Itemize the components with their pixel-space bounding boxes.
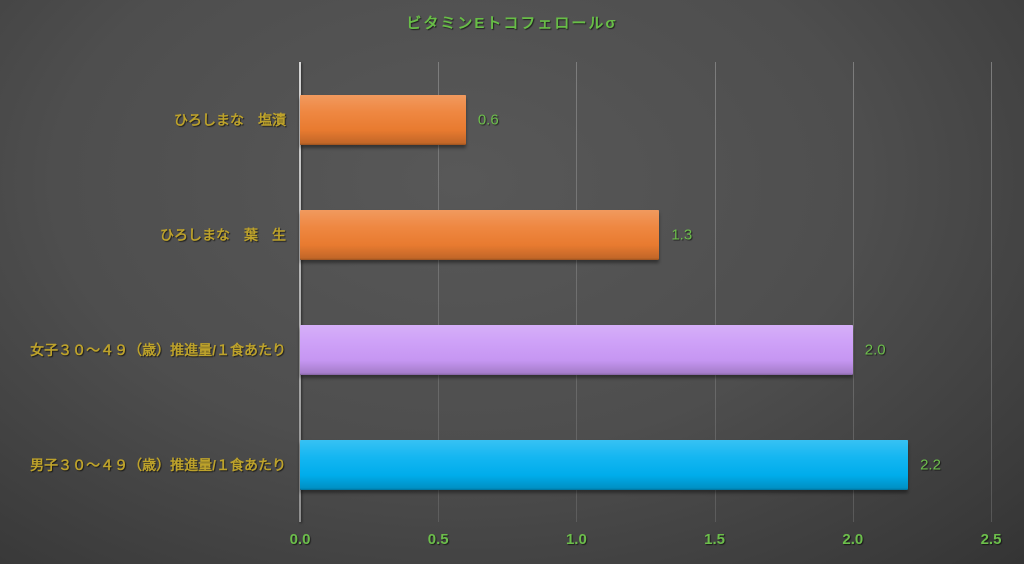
- category-label-3: 男子３０～４９（歳）推進量/１食あたり: [30, 456, 286, 473]
- gridline-1.0: [576, 62, 578, 522]
- gridline-2.0: [852, 62, 854, 522]
- y-axis-line: [299, 62, 301, 522]
- category-label-2: 女子３０～４９（歳）推進量/１食あたり: [30, 341, 286, 358]
- value-label-0: 0.6: [477, 111, 499, 128]
- bar-0: [300, 94, 466, 145]
- gridline-1.5: [714, 62, 716, 522]
- x-tick-label-2.0: 2.0: [842, 531, 864, 548]
- x-tick-label-0.5: 0.5: [427, 531, 449, 548]
- gridline-0.5: [438, 62, 440, 522]
- category-label-1: ひろしまな 葉 生: [160, 226, 286, 243]
- x-tick-label-1.5: 1.5: [704, 531, 726, 548]
- value-label-3: 2.2: [920, 456, 941, 473]
- value-label-1: 1.3: [671, 226, 693, 243]
- gridline-2.5: [991, 62, 992, 522]
- x-tick-label-1.0: 1.0: [565, 531, 587, 548]
- value-label-2: 2.0: [864, 341, 886, 358]
- x-tick-label-0.0: 0.0: [289, 531, 311, 548]
- bar-2: [300, 324, 853, 375]
- category-label-0: ひろしまな 塩漬: [174, 111, 286, 128]
- chart-title: ビタミンEトコフェロールσ: [406, 15, 618, 32]
- bar-1: [300, 209, 660, 260]
- x-tick-label-2.5: 2.5: [980, 531, 1002, 548]
- bar-3: [300, 439, 909, 490]
